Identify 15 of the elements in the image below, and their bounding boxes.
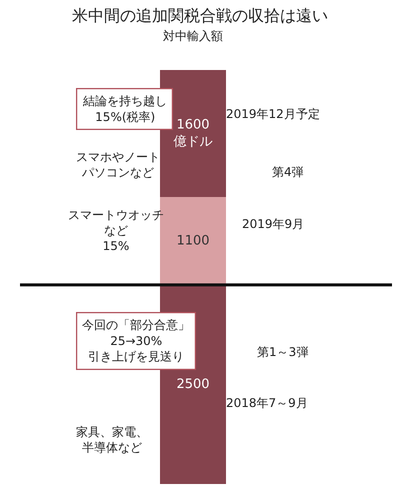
text: 家具、家電、半導体など xyxy=(76,425,148,455)
text: 2019年9月 xyxy=(242,217,304,231)
chart-subtitle: 対中輸入額 xyxy=(163,29,223,43)
annotation: スマートウオッチなど15% xyxy=(68,208,164,254)
data-label: 2500 xyxy=(176,377,210,392)
data-label: 1600 億ドル xyxy=(174,118,212,150)
annotation: 2019年12月予定 xyxy=(226,107,320,121)
data-label: 1100 xyxy=(176,234,210,248)
chart-title: 米中間の追加関税合戦の収拾は遠い xyxy=(72,6,328,25)
text: 第4弾 xyxy=(272,165,304,179)
annotation: 2018年7～9月 xyxy=(226,396,308,410)
annotation: スマホやノートパソコンなど xyxy=(76,150,160,180)
annotation: 今回の「部分合意」 25→30% 引き上げを見送り xyxy=(82,318,190,364)
annotation: 結論を持ち越し 15%(税率) xyxy=(82,94,168,124)
text: 第1～3弾 xyxy=(257,345,308,359)
